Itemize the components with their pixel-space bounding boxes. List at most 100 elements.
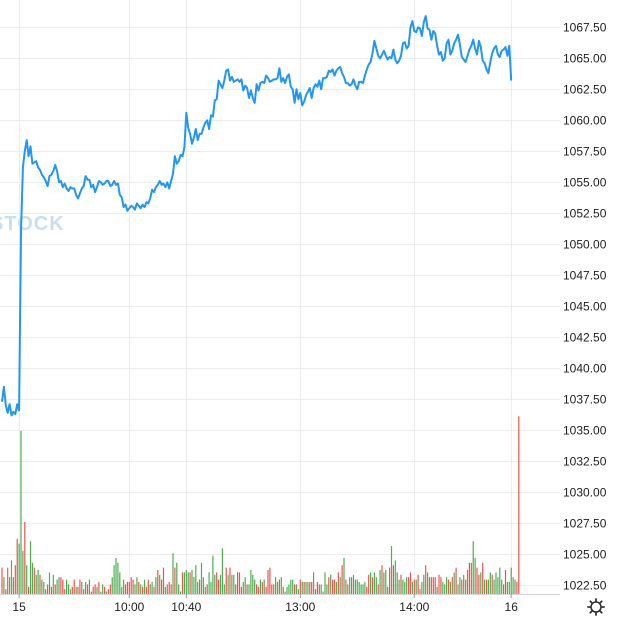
volume-bar bbox=[402, 579, 404, 594]
gear-icon[interactable] bbox=[587, 598, 605, 616]
volume-bar bbox=[200, 562, 203, 594]
y-tick-label: 1065.00 bbox=[563, 52, 607, 66]
volume-bar bbox=[442, 582, 444, 594]
volume-bar bbox=[484, 579, 486, 594]
volume-bar bbox=[33, 567, 35, 594]
volume-bar bbox=[368, 574, 370, 594]
volume-bar bbox=[214, 574, 216, 594]
volume-bar bbox=[113, 565, 115, 594]
volume-bar bbox=[288, 584, 290, 594]
volume-bar bbox=[335, 582, 337, 594]
volume-bar bbox=[24, 522, 26, 594]
volume-bar bbox=[491, 574, 493, 594]
volume-bar bbox=[219, 574, 222, 594]
volume-bar bbox=[341, 565, 343, 594]
volume-bar bbox=[140, 584, 142, 594]
volume-bar bbox=[77, 586, 79, 594]
volume-bar bbox=[210, 582, 212, 594]
volume-bar bbox=[497, 577, 499, 594]
volume-bar bbox=[43, 582, 45, 594]
volume-bar bbox=[98, 582, 100, 594]
volume-bar bbox=[398, 579, 400, 594]
volume-bar bbox=[493, 579, 495, 594]
volume-bar bbox=[5, 589, 7, 594]
volume-bar bbox=[314, 589, 317, 594]
volume-bar bbox=[47, 584, 49, 594]
volume-bar bbox=[7, 567, 9, 594]
volume-bar bbox=[233, 574, 235, 594]
volume-bar bbox=[332, 579, 334, 594]
volume-bar bbox=[514, 579, 516, 594]
grid-lines bbox=[0, 0, 560, 594]
volume-bar bbox=[18, 543, 20, 594]
volume-bar bbox=[102, 584, 104, 594]
volume-bar bbox=[254, 579, 256, 594]
volume-bar bbox=[107, 589, 109, 594]
volume-bar bbox=[470, 562, 472, 594]
volume-bar bbox=[69, 589, 71, 594]
volume-bar bbox=[157, 570, 159, 594]
volume-bar bbox=[423, 574, 425, 594]
x-tick-label: 10:40 bbox=[171, 600, 201, 614]
volume-bar bbox=[225, 567, 227, 594]
volume-bar bbox=[48, 572, 51, 594]
volume-bar bbox=[263, 579, 265, 594]
x-tick-label: 13:00 bbox=[285, 600, 315, 614]
volume-bar bbox=[168, 582, 170, 594]
volume-bar bbox=[143, 579, 146, 594]
volume-bar bbox=[430, 577, 432, 594]
volume-bar bbox=[62, 579, 64, 594]
volume-bar bbox=[294, 584, 296, 594]
volume-bar bbox=[413, 579, 415, 594]
volume-bar bbox=[28, 586, 30, 594]
volume-bar bbox=[90, 591, 92, 594]
volume-bar bbox=[16, 538, 18, 594]
volume-bar bbox=[438, 574, 440, 594]
volume-bar bbox=[64, 589, 66, 594]
volume-bar bbox=[170, 584, 172, 594]
volume-bar bbox=[290, 579, 292, 594]
volume-bar bbox=[41, 579, 43, 594]
volume-bar bbox=[385, 570, 387, 594]
volume-bar bbox=[299, 579, 301, 594]
volume-bar bbox=[432, 577, 434, 594]
volume-bar bbox=[455, 567, 457, 594]
volume-bar bbox=[305, 582, 307, 594]
volume-bar bbox=[242, 582, 244, 594]
volume-bar bbox=[282, 586, 284, 594]
volume-bar bbox=[318, 584, 320, 594]
volume-bar bbox=[149, 584, 151, 594]
volume-bar bbox=[60, 577, 62, 594]
volume-bar bbox=[172, 553, 174, 594]
volume-bar bbox=[390, 546, 393, 594]
y-tick-label: 1027.50 bbox=[563, 517, 607, 531]
volume-bar bbox=[370, 572, 372, 594]
volume-bar bbox=[128, 582, 130, 594]
volume-bar bbox=[373, 572, 375, 594]
volume-bar bbox=[155, 577, 157, 594]
volume-bar bbox=[444, 584, 446, 594]
volume-bar bbox=[425, 565, 427, 594]
volume-bar bbox=[474, 558, 476, 594]
volume-bar bbox=[238, 572, 241, 594]
volume-bar bbox=[303, 582, 305, 594]
volume-bar bbox=[273, 584, 275, 594]
volume-bar bbox=[83, 589, 85, 594]
volume-bar bbox=[434, 577, 436, 594]
y-tick-label: 1057.50 bbox=[563, 145, 607, 159]
volume-bar bbox=[212, 555, 214, 594]
volume-bar bbox=[250, 570, 252, 594]
volume-bar bbox=[147, 579, 149, 594]
volume-bar bbox=[381, 565, 383, 594]
volume-bar bbox=[354, 579, 356, 594]
volume-bar bbox=[92, 586, 94, 594]
x-tick-label: 10:00 bbox=[114, 600, 144, 614]
volume-bar bbox=[451, 577, 453, 594]
y-tick-label: 1052.50 bbox=[563, 207, 607, 221]
volume-bar bbox=[50, 586, 52, 594]
volume-bar bbox=[227, 574, 229, 594]
y-tick-label: 1067.50 bbox=[563, 21, 607, 35]
volume-bar bbox=[26, 565, 28, 594]
volume-bar bbox=[81, 582, 83, 594]
